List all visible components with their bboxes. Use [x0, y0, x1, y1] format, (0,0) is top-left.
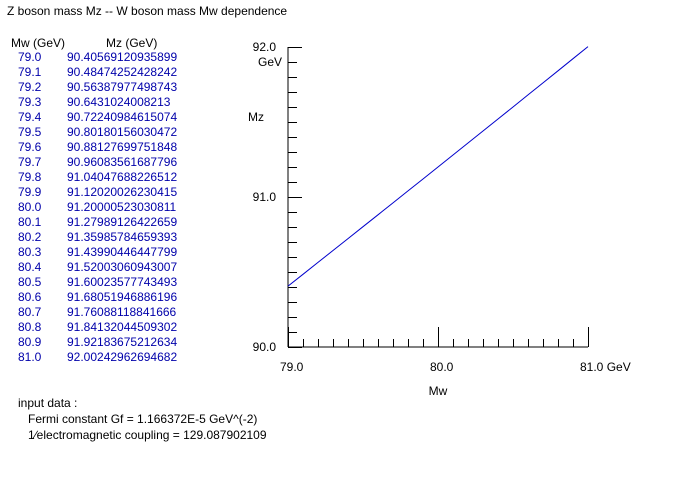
- mz-value: 91.68051946886196: [67, 290, 178, 304]
- mz-value: 90.96083561687796: [67, 155, 178, 169]
- mw-value: 80.7: [18, 305, 42, 319]
- mw-value: 80.2: [18, 230, 42, 244]
- mw-value: 79.2: [18, 80, 42, 94]
- mz-value: 91.43990446447799: [67, 245, 178, 259]
- mz-value: 90.40569120935899: [67, 50, 178, 64]
- y-tick-label: 92.0: [253, 40, 277, 54]
- mz-value: 91.12020026230415: [67, 185, 178, 199]
- mz-value: 91.20000523030811: [67, 200, 177, 214]
- input-data-heading: input data :: [18, 396, 78, 410]
- mw-value: 79.0: [18, 50, 42, 64]
- mz-value: 91.92183675212634: [67, 335, 178, 349]
- mw-value: 79.5: [18, 125, 42, 139]
- fermi-constant-text: Fermi constant Gf = 1.166372E-5 GeV^(-2): [28, 412, 258, 426]
- mz-value: 90.56387977498743: [67, 80, 178, 94]
- mw-value: 80.4: [18, 260, 42, 274]
- mw-value: 79.4: [18, 110, 42, 124]
- mw-value: 79.1: [18, 65, 42, 79]
- mw-value: 81.0: [18, 350, 42, 364]
- mw-value: 79.6: [18, 140, 42, 154]
- x-tick-label: 80.0: [430, 360, 454, 374]
- mz-value: 91.84132044509302: [67, 320, 178, 334]
- mw-value: 79.8: [18, 170, 42, 184]
- x-tick-label: 79.0: [280, 360, 304, 374]
- series-line: [287, 46, 589, 287]
- mw-value: 80.3: [18, 245, 42, 259]
- mz-value: 90.80180156030472: [67, 125, 178, 139]
- mz-value: 92.00242962694682: [67, 350, 178, 364]
- chart-ticks: [288, 47, 589, 348]
- mz-value: 91.76088118841666: [67, 305, 177, 319]
- mw-value: 79.7: [18, 155, 42, 169]
- mz-column-header: Mz (GeV): [106, 36, 158, 50]
- chart-title: Z boson mass Mz -- W boson mass Mw depen…: [7, 4, 288, 18]
- chart-axes: [287, 47, 588, 348]
- y-axis-label: Mz: [248, 110, 264, 124]
- mz-value: 91.52003060943007: [67, 260, 178, 274]
- mw-value: 79.3: [18, 95, 42, 109]
- y-tick-label: 90.0: [253, 340, 277, 354]
- x-axis-label: Mw: [429, 384, 448, 398]
- mz-value: 90.88127699751848: [67, 140, 178, 154]
- em-coupling-text: 1∕electromagnetic coupling = 129.0879021…: [28, 428, 267, 442]
- mw-value: 80.1: [18, 215, 42, 229]
- mz-value: 91.35985784659393: [67, 230, 178, 244]
- mw-value: 80.5: [18, 275, 42, 289]
- mz-value: 91.60023577743493: [67, 275, 178, 289]
- y-tick-label: 91.0: [253, 190, 277, 204]
- mw-value: 80.8: [18, 320, 42, 334]
- mz-value: 90.72240984615074: [67, 110, 178, 124]
- mz-value: 91.04047688226512: [67, 170, 178, 184]
- x-tick-label: 81.0 GeV: [580, 360, 631, 374]
- input-data-block: input data : Fermi constant Gf = 1.16637…: [18, 395, 267, 443]
- mw-value: 80.0: [18, 200, 42, 214]
- mw-value: 79.9: [18, 185, 42, 199]
- mz-value: 90.6431024008213: [67, 95, 171, 109]
- mw-column-header: Mw (GeV): [11, 36, 65, 50]
- y-unit-label: GeV: [258, 55, 282, 69]
- mw-value: 80.6: [18, 290, 42, 304]
- mw-value: 80.9: [18, 335, 42, 349]
- mz-value: 90.48474252428242: [67, 65, 178, 79]
- mz-value: 91.27989126422659: [67, 215, 178, 229]
